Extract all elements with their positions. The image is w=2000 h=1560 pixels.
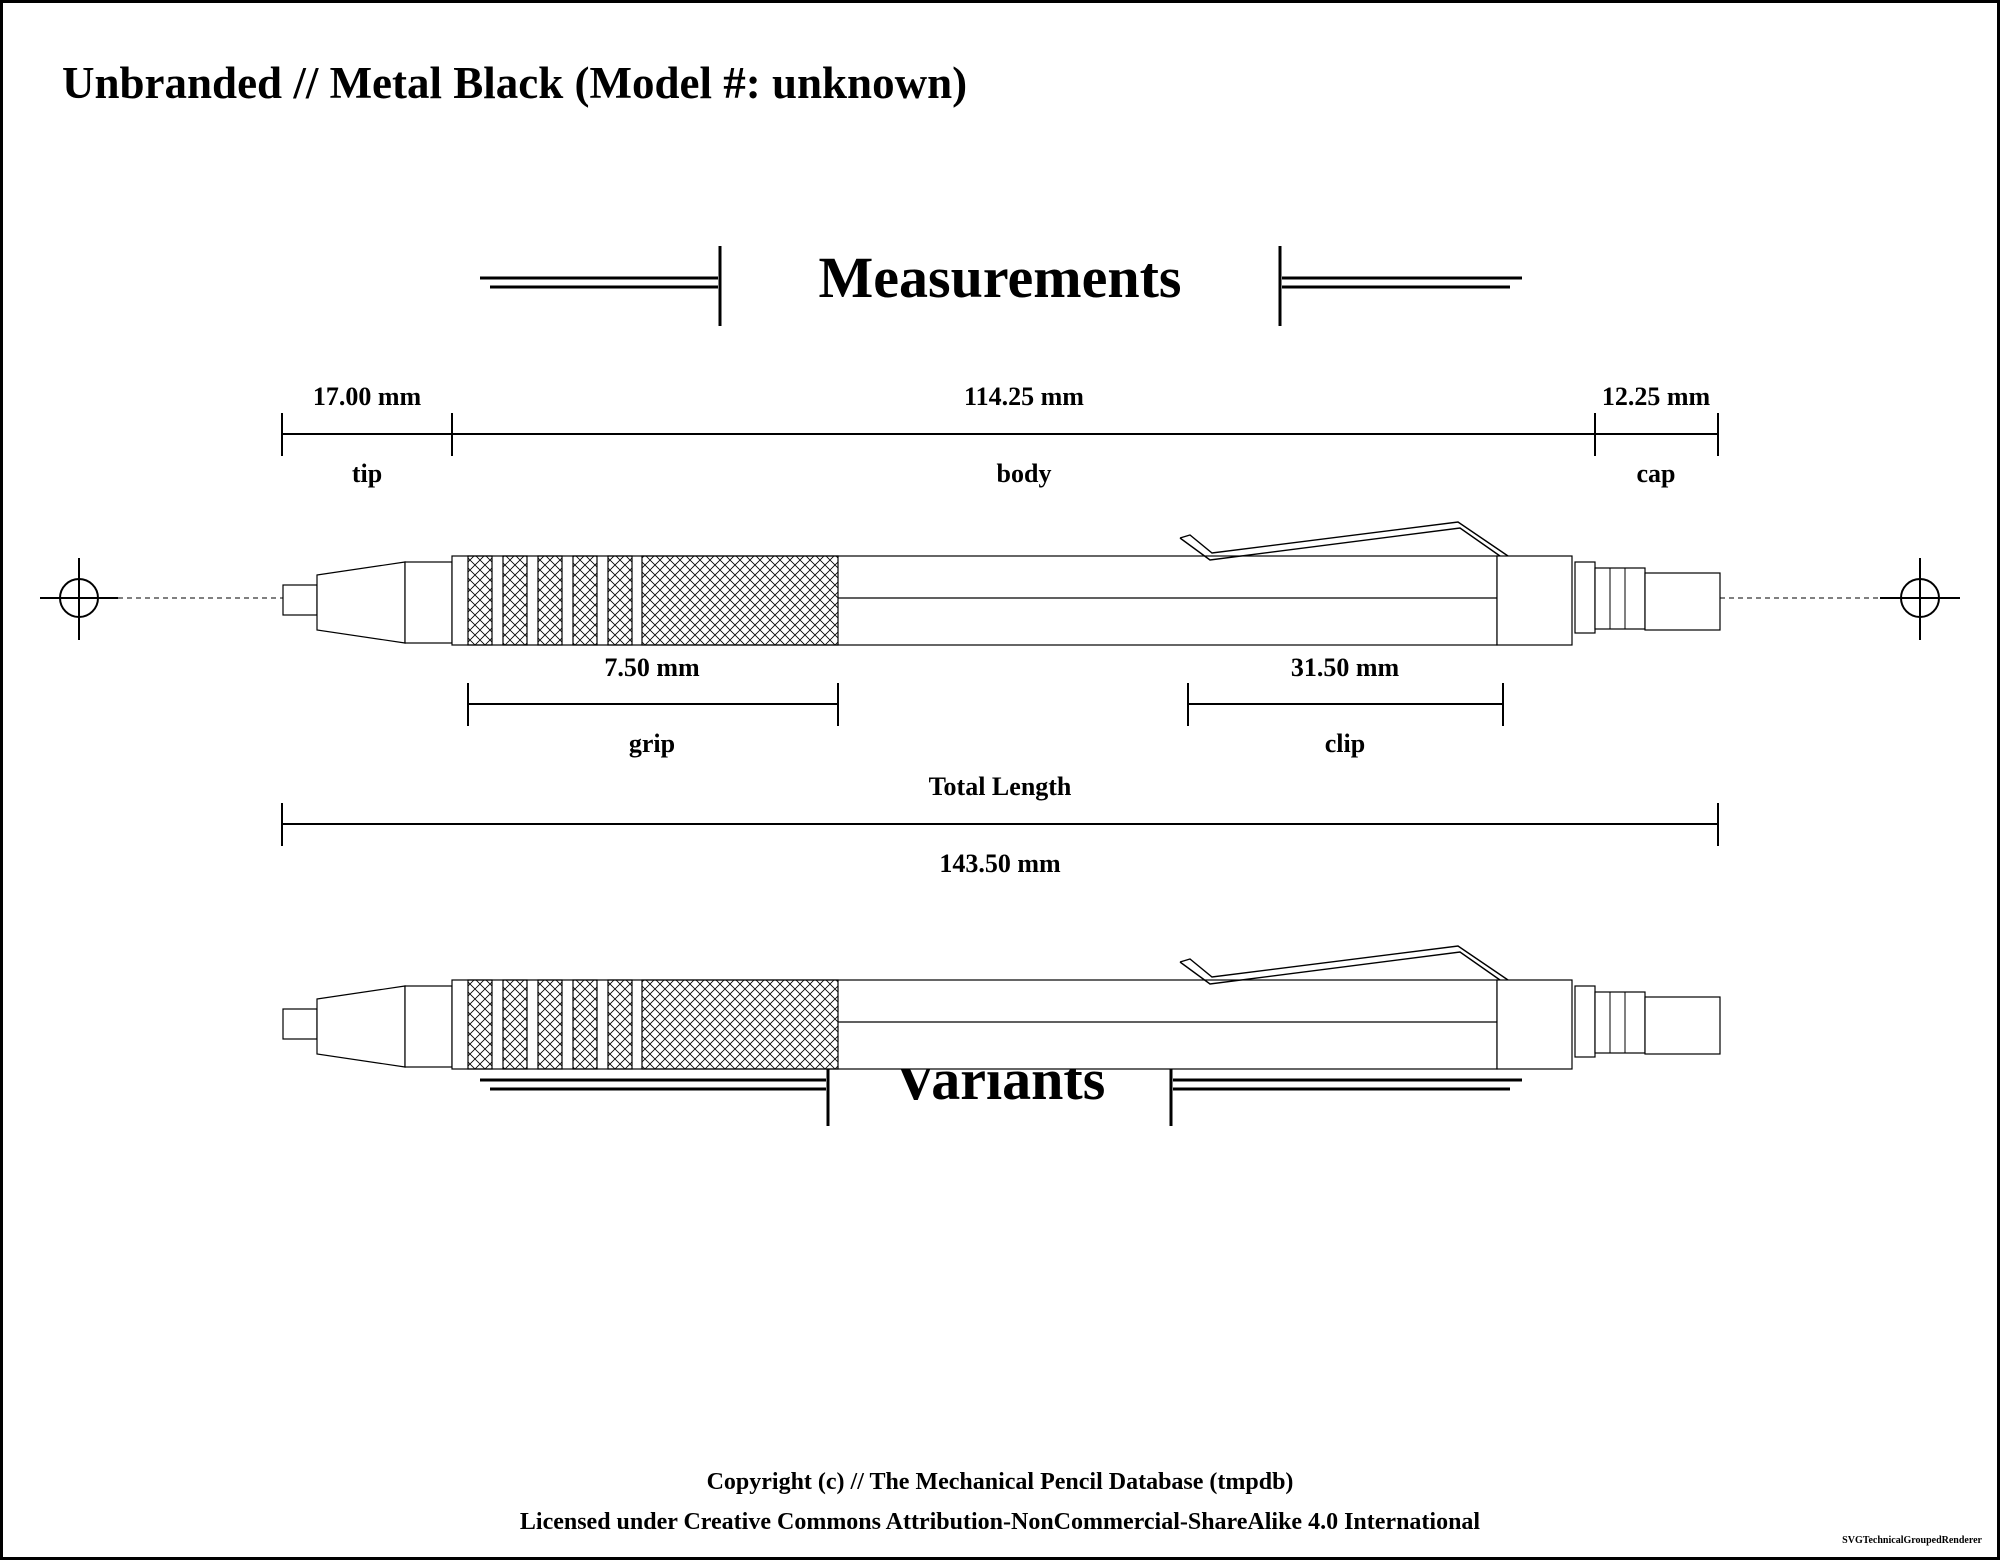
grip-label: grip	[629, 729, 675, 758]
copyright-text: Copyright (c) // The Mechanical Pencil D…	[707, 1469, 1294, 1495]
grip-dimension-line	[467, 683, 839, 726]
cap-label: cap	[1637, 459, 1676, 488]
body-measurement: 114.25 mm	[964, 382, 1084, 411]
tip-label: tip	[352, 459, 382, 488]
total-length-dimension-line	[281, 803, 1719, 846]
cap-measurement: 12.25 mm	[1602, 382, 1711, 411]
clip-label: clip	[1325, 729, 1365, 758]
variant-pencil-drawing	[282, 945, 1721, 1070]
tip-measurement: 17.00 mm	[313, 382, 422, 411]
top-dimension-line	[281, 413, 1719, 456]
pencil-drawing	[282, 521, 1721, 646]
license-text: Licensed under Creative Commons Attribut…	[520, 1509, 1481, 1535]
page-title: Unbranded // Metal Black (Model #: unkno…	[62, 58, 967, 108]
right-registration-mark	[1880, 558, 1960, 640]
grip-measurement: 7.50 mm	[604, 653, 700, 682]
total-length-measurement: 143.50 mm	[939, 849, 1061, 878]
measurements-heading: Measurements	[819, 245, 1182, 310]
body-label: body	[997, 459, 1052, 488]
left-registration-mark	[40, 558, 118, 640]
measurements-heading-group: Measurements	[480, 245, 1522, 326]
clip-dimension-line	[1187, 683, 1504, 726]
clip-measurement: 31.50 mm	[1291, 653, 1400, 682]
total-length-label: Total Length	[929, 772, 1072, 801]
renderer-credit: SVGTechnicalGroupedRenderer	[1842, 1535, 1982, 1546]
